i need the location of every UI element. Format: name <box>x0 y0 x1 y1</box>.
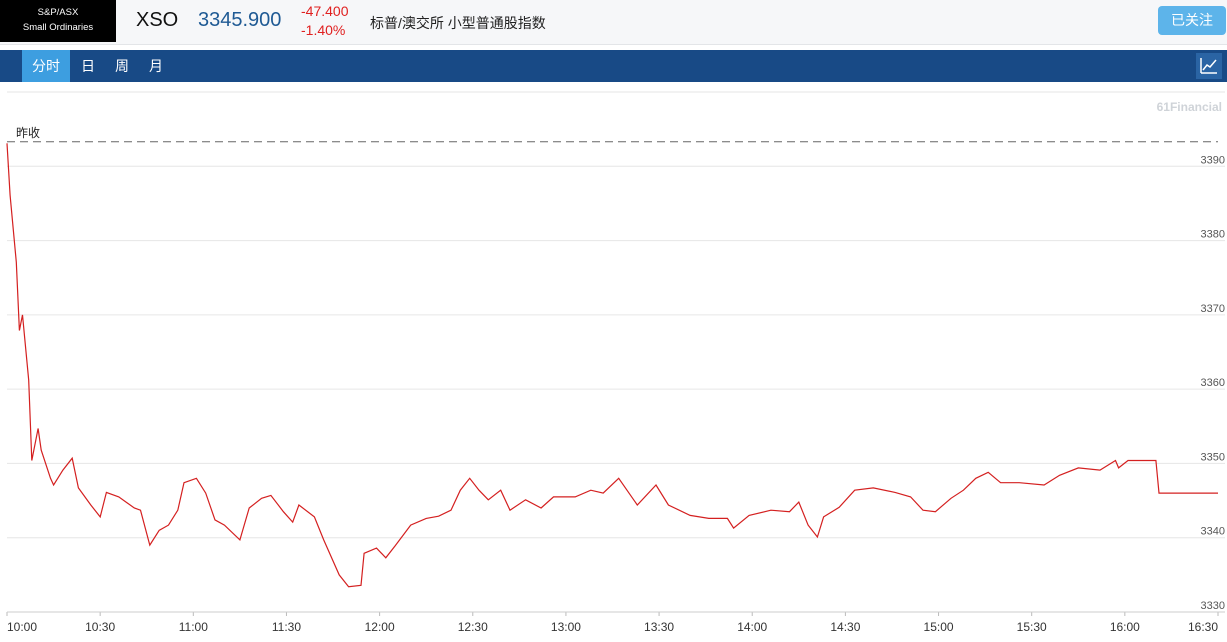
x-tick-label: 14:00 <box>737 620 767 634</box>
icon-line <box>1202 59 1217 71</box>
tab[interactable]: 周 <box>115 58 129 74</box>
y-tick-label: 3380 <box>1201 229 1225 241</box>
symbol: XSO <box>136 9 179 31</box>
y-tick-label: 3340 <box>1201 526 1225 538</box>
x-tick-label: 12:30 <box>458 620 488 634</box>
x-tick-label: 15:30 <box>1017 620 1047 634</box>
prev-close-label: 昨收 <box>16 126 40 140</box>
y-tick-label: 3360 <box>1201 377 1225 389</box>
change: -47.400 <box>301 3 349 19</box>
index-name: 标普/澳交所 小型普通股指数 <box>370 15 546 31</box>
tab[interactable]: 月 <box>149 58 163 74</box>
x-tick-label: 16:30 <box>1188 620 1218 634</box>
price-line <box>6 143 1218 588</box>
logo-line: S&P/ASX <box>37 7 79 18</box>
y-tick-label: 3370 <box>1201 303 1225 315</box>
y-tick-label: 3330 <box>1201 600 1225 612</box>
chart: 61Financial 3330 3340 3350 3360 3370 3380 3390 1… <box>6 91 1225 634</box>
x-tick-label: 10:00 <box>7 620 37 634</box>
nav-bar: 分时日 周 月 <box>0 50 1227 82</box>
x-tick-label: 11:00 <box>179 620 208 634</box>
tab[interactable]: 分时 <box>22 50 70 82</box>
logo-line: Small Ordinaries <box>22 22 94 33</box>
logo: S&P/ASX Small Ordinaries <box>0 0 116 42</box>
follow-button[interactable]: 已关注 <box>1158 6 1226 35</box>
x-tick-label: 16:00 <box>1110 620 1140 634</box>
x-tick-label: 15:00 <box>924 620 954 634</box>
price: 3345.900 <box>198 9 282 31</box>
chart-icon[interactable] <box>1196 53 1222 79</box>
change-pct: -1.40% <box>301 22 346 38</box>
watermark: 61Financial <box>1157 100 1222 114</box>
header: S&P/ASX Small Ordinaries XSO 3345.900 -4… <box>0 0 1227 45</box>
x-tick-label: 13:00 <box>551 620 581 634</box>
tab[interactable]: 日 <box>81 58 95 74</box>
x-tick-label: 12:00 <box>365 620 395 634</box>
x-tick-label: 11:30 <box>272 620 301 634</box>
y-tick-label: 3390 <box>1201 154 1225 166</box>
x-tick-label: 13:30 <box>644 620 674 634</box>
x-tick-label: 14:30 <box>830 620 860 634</box>
x-tick-label: 10:30 <box>85 620 115 634</box>
y-tick-label: 3350 <box>1201 451 1225 463</box>
